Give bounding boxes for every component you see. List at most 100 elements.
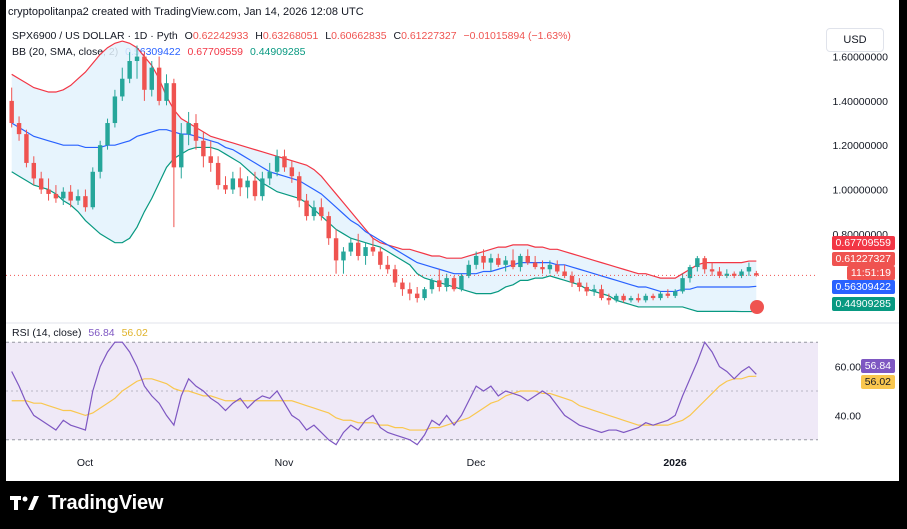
symbol-name[interactable]: SPX6900 / US DOLLAR · 1D · Pyth — [12, 30, 178, 42]
candle-body — [245, 180, 250, 188]
candle-body — [16, 123, 22, 135]
candle-body — [193, 123, 199, 141]
candle-body — [473, 255, 479, 265]
candle-body — [142, 56, 147, 90]
time-axis-tick-label: 2026 — [663, 457, 687, 469]
candle-body — [532, 262, 538, 268]
candle-body — [46, 189, 51, 194]
price-axis-tick-label: 1.20000000 — [833, 140, 889, 152]
candle-body — [621, 295, 626, 301]
time-axis-tick-label: Dec — [467, 457, 486, 469]
candle-body — [555, 264, 560, 272]
lower-band-tag: 0.44909285 — [831, 297, 895, 311]
candle-body — [414, 293, 420, 299]
time-axis-tick-label: Oct — [77, 457, 93, 469]
candle-body — [577, 282, 582, 287]
candle-body — [717, 271, 722, 276]
upper-band-tag: 0.67709559 — [831, 236, 895, 250]
candle-body — [709, 269, 715, 272]
rsi-ma-tag: 56.02 — [860, 375, 895, 389]
candle-body — [348, 242, 354, 252]
candle-body — [127, 61, 132, 79]
rsi-axis-tick-label: 60.00 — [835, 362, 861, 374]
brand-name: TradingView — [48, 491, 164, 514]
candle-body — [591, 289, 597, 292]
candle-body — [503, 260, 508, 265]
rsi-label[interactable]: RSI (14, close) — [12, 327, 82, 339]
rsi-ma-legend-value: 56.02 — [121, 327, 148, 339]
us-flag-icon — [750, 300, 764, 314]
candle-body — [319, 207, 324, 217]
candle-body — [444, 278, 449, 287]
chart-canvas[interactable]: 1.60000000 1.40000000 1.20000000 1.00000000… — [6, 0, 899, 481]
candle-body — [223, 185, 228, 190]
price-axis-tick-label: 1.40000000 — [833, 96, 889, 108]
candle-body — [687, 267, 693, 279]
candle-body — [562, 271, 567, 276]
candle-body — [326, 216, 331, 239]
close-label: C — [393, 30, 402, 42]
candle-body — [24, 134, 29, 163]
candle-body — [724, 273, 730, 276]
candle-body — [38, 178, 44, 190]
currency-button[interactable]: USD — [826, 28, 884, 52]
candle-body — [341, 251, 346, 261]
rsi-ma-line — [11, 375, 757, 431]
candle-body — [407, 289, 413, 294]
tradingview-logo[interactable]: TradingView — [10, 490, 163, 516]
low-value: 0.60662835 — [331, 30, 387, 42]
bb-lower-value: 0.44909285 — [249, 46, 306, 58]
last-price-tag: 0.61227327 — [831, 252, 895, 266]
countdown-tag: 11:51:19 — [846, 266, 895, 280]
rsi-axis-tick-label: 40.00 — [835, 410, 861, 422]
high-value: 0.63268051 — [262, 30, 319, 42]
candle-body — [378, 251, 383, 265]
candle-body — [61, 191, 66, 199]
candle-body — [112, 96, 118, 124]
bb-label[interactable]: BB (20, SMA, close, 2) — [12, 46, 119, 58]
bb-upper-value: 0.67709559 — [187, 46, 244, 58]
price-axis-tick-label: 1.00000000 — [833, 185, 889, 197]
candle-body — [252, 180, 258, 197]
candle-body — [238, 178, 243, 188]
candle-body — [680, 278, 685, 292]
candle-body — [754, 273, 759, 276]
candle-body — [665, 293, 671, 296]
candle-body — [702, 258, 707, 270]
candle-body — [650, 295, 656, 299]
candle-body — [628, 298, 634, 301]
tradingview-logo-icon — [10, 496, 39, 510]
candle-body — [120, 78, 125, 97]
candle-body — [164, 83, 169, 101]
rsi-line — [11, 340, 757, 446]
candle-body — [599, 289, 604, 299]
candle-body — [53, 193, 59, 199]
change-value: −0.01015894 (−1.63%) — [463, 30, 571, 42]
candle-body — [569, 275, 575, 283]
candle-body — [525, 255, 530, 263]
candle-body — [90, 171, 95, 208]
candle-body — [282, 156, 287, 168]
candle-body — [201, 140, 206, 157]
candle-body — [179, 134, 184, 168]
candle-body — [451, 278, 457, 290]
rsi-legend: RSI (14, close) 56.84 56.02 — [12, 327, 152, 339]
candle-body — [673, 291, 678, 296]
candle-body — [481, 255, 486, 263]
candle-body — [636, 298, 641, 301]
close-value: 0.61227327 — [401, 30, 457, 42]
high-label: H — [255, 30, 263, 42]
rsi-value-tag: 56.84 — [860, 359, 895, 373]
candle-body — [230, 178, 236, 190]
candle-body — [739, 271, 744, 276]
price-axis-tick-label: 1.60000000 — [833, 52, 889, 64]
candle-body — [134, 56, 140, 62]
candle-body — [422, 289, 427, 299]
candle-body — [215, 162, 221, 186]
candle-body — [584, 286, 589, 292]
candle-body — [9, 100, 14, 124]
candle-body — [156, 67, 162, 101]
candle-body — [392, 269, 398, 283]
ohlc-legend: SPX6900 / US DOLLAR · 1D · Pyth O0.62242… — [12, 30, 575, 42]
candle-body — [695, 258, 700, 268]
